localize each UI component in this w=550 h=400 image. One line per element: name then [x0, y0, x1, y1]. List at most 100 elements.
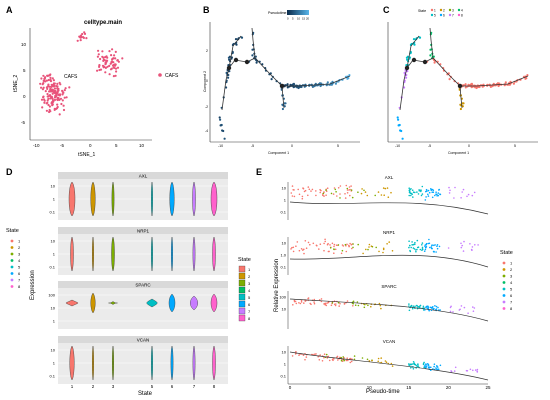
- panel-a-point: [58, 98, 61, 101]
- panel-e-point: [449, 306, 452, 309]
- panel-e-point: [429, 246, 431, 249]
- panel-e-point: [435, 308, 438, 310]
- panel-e-point: [466, 195, 468, 198]
- panel-e-xtick: 0: [289, 385, 292, 390]
- panel-a-point: [104, 61, 107, 64]
- panel-b-point: [221, 129, 224, 132]
- panel-d-xtick: 1: [71, 384, 74, 389]
- panel-e-point: [426, 363, 429, 365]
- panel-a-point: [63, 89, 66, 92]
- panel-a-point: [46, 95, 49, 98]
- panel-e-legend-key: [502, 274, 506, 278]
- panel-e-point: [300, 299, 303, 302]
- panel-d-right-legend-label: 6: [248, 302, 251, 307]
- panel-d-right-legend-label: 7: [248, 309, 251, 314]
- panel-e-ytick: 1: [284, 198, 287, 203]
- panel-a-point: [105, 55, 108, 58]
- panel-e-point: [363, 189, 365, 192]
- panel-b-xtick: -5: [251, 144, 254, 148]
- panel-e-point: [421, 185, 424, 188]
- panel-e-point: [408, 303, 410, 305]
- panel-e-point: [353, 358, 356, 361]
- panel-e-point: [408, 189, 411, 192]
- panel-e-point: [349, 194, 351, 197]
- panel-e-point: [408, 363, 410, 365]
- panel-e-point: [345, 250, 348, 253]
- panel-e-point: [309, 243, 311, 246]
- panel-e-point: [436, 244, 439, 246]
- panel-e-point: [333, 252, 335, 254]
- panel-c-legend-key: [457, 8, 461, 12]
- panel-e-point: [346, 243, 348, 246]
- panel-c-point: [433, 61, 436, 64]
- panel-e-point: [323, 242, 325, 245]
- panel-e-trend-line: [289, 351, 489, 381]
- panel-a-xtick: -5: [60, 143, 64, 148]
- panel-e-point: [334, 188, 337, 191]
- panel-e-point: [420, 189, 422, 191]
- panel-e-point: [439, 364, 442, 367]
- panel-e-point: [323, 191, 325, 193]
- panel-e-point: [472, 369, 474, 372]
- panel-b-point: [284, 102, 287, 105]
- panel-a-point: [57, 87, 60, 90]
- panel-e-ytick: 0.1: [280, 374, 286, 379]
- panel-e-point: [477, 244, 479, 246]
- panel-a-point: [56, 105, 59, 109]
- panel-e-point: [291, 185, 294, 187]
- panel-e-point: [344, 243, 347, 246]
- panel-d-ytick: 10: [51, 239, 56, 244]
- panel-c-point: [526, 74, 529, 77]
- panel-e-point: [320, 298, 323, 300]
- panel-e-point: [347, 359, 349, 362]
- panel-b-ytick: 0: [206, 79, 208, 83]
- panel-a-point: [60, 102, 63, 106]
- panel-e-point: [430, 247, 433, 250]
- panel-b-point: [234, 38, 238, 41]
- panel-e-point: [436, 195, 438, 197]
- panel-e-point: [331, 242, 334, 245]
- panel-e-point: [473, 307, 476, 309]
- panel-label-d: D: [6, 167, 13, 177]
- panel-e-point: [361, 188, 363, 190]
- panel-e-point: [434, 244, 436, 246]
- panel-e-point: [437, 194, 440, 197]
- panel-e-point: [416, 246, 419, 249]
- panel-e-point: [323, 249, 325, 252]
- panel-e-point: [375, 246, 378, 249]
- panel-e-point: [409, 249, 411, 252]
- panel-e-point: [320, 189, 322, 192]
- panel-a-point: [97, 53, 100, 56]
- panel-e: AXL1010.1NRP1101.00.1SPARC10010VCAN1010.…: [274, 175, 513, 395]
- panel-e-point: [417, 193, 420, 195]
- panel-e-xtick: 5: [328, 385, 331, 390]
- panel-b-point: [255, 61, 258, 64]
- panel-c-xtick: 5: [514, 144, 516, 148]
- panel-e-point: [296, 241, 299, 243]
- panel-e-point: [419, 248, 422, 251]
- panel-a-point: [113, 54, 116, 57]
- panel-d-left-legend-key: [10, 259, 14, 262]
- panel-b-legend-title: Pseudotime: [268, 11, 287, 15]
- panel-a-point: [85, 37, 88, 40]
- panel-a-point: [40, 86, 43, 89]
- panel-e-legend-title: State: [500, 250, 513, 256]
- panel-d-violin: [212, 345, 216, 381]
- panel-e-point: [322, 194, 324, 197]
- panel-c-point: [462, 102, 465, 105]
- panel-e-point: [438, 245, 441, 248]
- panel-b-branch-node: [244, 59, 250, 65]
- panel-b-xtick: -10: [218, 144, 223, 148]
- panel-e-legend: 12 34 56 78: [502, 261, 513, 311]
- panel-e-point: [303, 252, 305, 255]
- panel-a-point: [102, 58, 105, 61]
- panel-c-point: [396, 116, 399, 119]
- panel-a-xtick: 10: [139, 143, 145, 148]
- panel-e-point: [387, 196, 390, 198]
- panel-c-point: [489, 85, 492, 88]
- panel-a-point: [110, 54, 113, 57]
- panel-e-point: [351, 247, 353, 250]
- panel-e-point: [357, 243, 360, 246]
- panel-a-point: [104, 71, 107, 74]
- panel-e-point: [380, 194, 383, 196]
